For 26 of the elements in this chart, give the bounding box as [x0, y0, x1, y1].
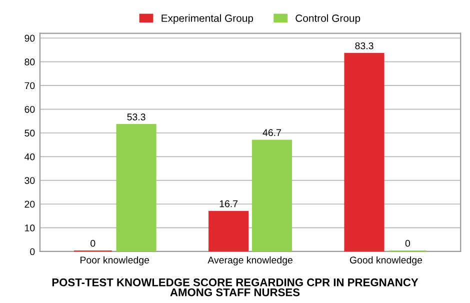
- y-tick-label: 20: [24, 200, 35, 208]
- x-tick-label: Average knowledge: [208, 256, 292, 266]
- legend-label: Control Group: [296, 14, 360, 24]
- legend-label: Experimental Group: [162, 14, 254, 24]
- y-tick-label: 90: [24, 34, 35, 42]
- data-label: 16.7: [220, 200, 238, 208]
- y-tick-label: 70: [24, 82, 35, 90]
- bar: [208, 210, 249, 252]
- y-tick-label: 50: [24, 130, 35, 137]
- data-label: 46.7: [262, 129, 281, 136]
- data-label: 0: [405, 240, 410, 247]
- y-tick-label: 40: [24, 153, 35, 160]
- y-tick-label: 60: [24, 106, 35, 113]
- data-label: 0: [90, 240, 96, 247]
- y-tick-label: 30: [24, 177, 35, 184]
- bar: [252, 140, 292, 252]
- x-tick-label: Poor knowledge: [80, 256, 150, 266]
- text: POST-TEST KNOWLEDGE SCORE REGARDING CPR IN PREGNANCY AMONG STAFF NURSES: [52, 278, 418, 296]
- bar: [116, 124, 156, 252]
- data-label: 83.3: [355, 42, 374, 50]
- x-tick-label: Good knowledge: [350, 256, 422, 266]
- y-tick-label: 0: [30, 248, 35, 256]
- data-label: 53.3: [127, 114, 146, 120]
- y-tick-label: 10: [25, 224, 35, 232]
- y-tick-label: 80: [24, 58, 35, 66]
- bar: [344, 52, 384, 252]
